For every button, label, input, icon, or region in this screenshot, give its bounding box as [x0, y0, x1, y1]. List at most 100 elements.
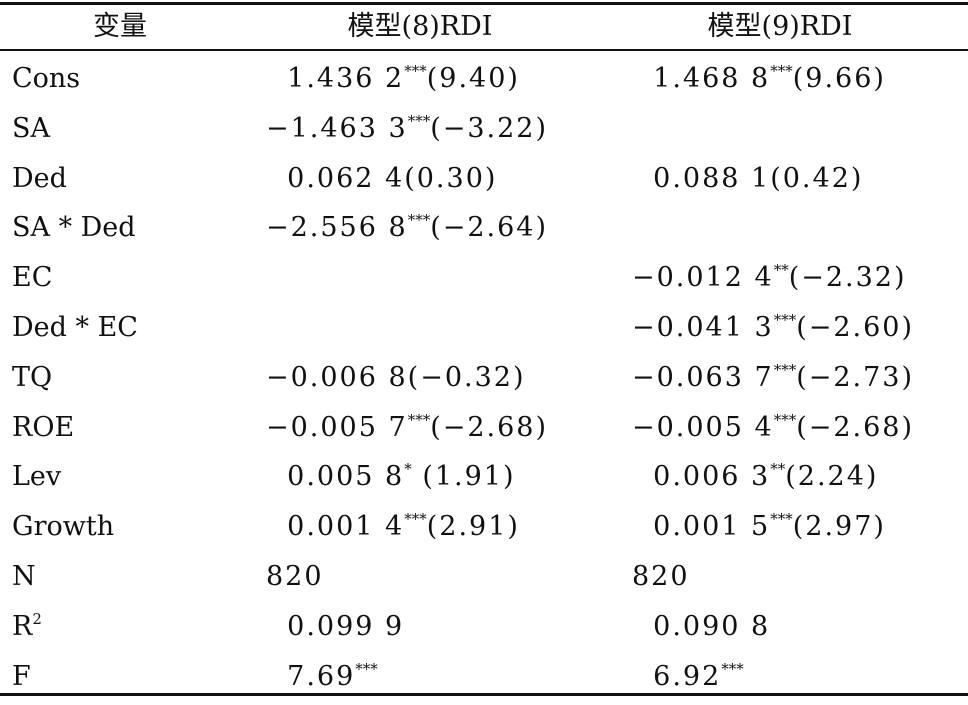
variable-name: EC [12, 262, 53, 294]
coefficient: 1.436 2 [266, 63, 405, 94]
significance-stars: *** [770, 510, 793, 529]
t-statistic: (9.66) [792, 63, 886, 94]
table-row: Cons 1.436 2***(9.40) 1.468 8***(9.66) [0, 54, 968, 104]
coefficient: −0.063 7 [632, 361, 774, 393]
significance-stars: *** [773, 410, 797, 429]
variable-name: SA [12, 112, 50, 144]
t-statistic: (−3.22) [430, 112, 548, 144]
table-row: Growth 0.001 4***(2.91) 0.001 5***(2.97) [0, 502, 968, 552]
header-variable: 变量 [93, 11, 147, 42]
model-8-value: 820 [266, 552, 324, 602]
coefficient: −0.012 4 [632, 262, 774, 294]
coefficient: 7.69 [266, 660, 356, 692]
model-9-value: −0.041 3***(−2.60) [632, 303, 914, 353]
significance-stars: *** [404, 510, 427, 529]
coefficient: −0.005 7 [266, 411, 408, 443]
model-9-value: 6.92*** [632, 652, 744, 702]
coefficient: −0.006 8(−0.32) [266, 361, 526, 393]
t-statistic: (2.91) [426, 511, 520, 543]
row-variable-label: ROE [12, 403, 74, 453]
variable-name: TQ [12, 361, 53, 393]
variable-name: SA * Ded [12, 212, 136, 244]
coefficient: −0.005 4 [632, 411, 774, 443]
t-statistic: (−2.68) [430, 411, 548, 443]
row-variable-label: EC [12, 253, 52, 303]
model-8-value: 0.001 4***(2.91) [266, 502, 520, 552]
row-variable-label: SA * Ded [12, 203, 136, 253]
t-statistic: (−2.73) [796, 361, 914, 393]
coefficient: 6.92 [632, 660, 722, 692]
variable-name: Ded [12, 162, 67, 194]
significance-stars: *** [355, 659, 378, 678]
model-9-value: 0.001 5***(2.97) [632, 502, 886, 552]
table-row: SA −1.463 3***(−3.22) [0, 104, 968, 154]
model-8-value: 1.436 2***(9.40) [266, 54, 520, 104]
significance-stars: ** [773, 261, 789, 280]
table-body: Cons 1.436 2***(9.40) 1.468 8***(9.66) SA… [0, 54, 968, 701]
row-variable-label: R2 [12, 602, 42, 652]
variable-name: ROE [12, 411, 75, 443]
coefficient: 0.099 9 [266, 610, 405, 642]
variable-name: Cons [12, 63, 81, 94]
model-9-value: −0.005 4***(−2.68) [632, 403, 914, 453]
row-variable-label: Lev [12, 452, 61, 502]
variable-name: N [12, 560, 36, 592]
table-row: EC −0.012 4**(−2.32) [0, 253, 968, 303]
table-row: Ded * EC −0.041 3***(−2.60) [0, 303, 968, 353]
significance-stars: *** [407, 111, 431, 130]
t-statistic: (−2.32) [788, 262, 907, 294]
table-row: SA * Ded −2.556 8***(−2.64) [0, 203, 968, 253]
coefficient: −2.556 8 [266, 212, 408, 244]
significance-stars: *** [407, 211, 431, 230]
model-8-value: −0.006 8(−0.32) [266, 353, 526, 403]
header-model-8: 模型(8)RDI [347, 11, 493, 42]
significance-stars: *** [773, 310, 797, 329]
model-9-value: −0.012 4**(−2.32) [632, 253, 907, 303]
model-9-value: 820 [632, 552, 690, 602]
table-row: Lev 0.005 8* (1.91) 0.006 3**(2.24) [0, 452, 968, 502]
table-row: TQ −0.006 8(−0.32) −0.063 7***(−2.73) [0, 353, 968, 403]
table-row: R2 0.099 9 0.090 8 [0, 602, 968, 652]
variable-name: F [12, 660, 31, 692]
variable-superscript: 2 [32, 609, 42, 628]
model-8-value: 0.062 4(0.30) [266, 154, 497, 204]
coefficient: 0.001 4 [266, 511, 405, 543]
coefficient: 0.001 5 [632, 511, 771, 543]
variable-name: Lev [12, 461, 62, 493]
significance-stars: *** [407, 410, 431, 429]
row-variable-label: N [12, 552, 36, 602]
coefficient: 1.468 8 [632, 63, 771, 94]
table-row: Ded 0.062 4(0.30) 0.088 1(0.42) [0, 154, 968, 204]
significance-stars: * [404, 460, 412, 479]
header-model-9: 模型(9)RDI [707, 11, 853, 42]
row-variable-label: TQ [12, 353, 52, 403]
model-8-value: 0.005 8* (1.91) [266, 452, 516, 502]
coefficient: 820 [266, 560, 324, 592]
coefficient: −0.041 3 [632, 311, 774, 343]
significance-stars: ** [770, 460, 786, 479]
model-8-value: 7.69*** [266, 652, 378, 702]
model-8-value: −1.463 3***(−3.22) [266, 104, 548, 154]
model-9-value: 0.088 1(0.42) [632, 154, 863, 204]
table-row: F 7.69*** 6.92*** [0, 652, 968, 702]
row-variable-label: F [12, 652, 31, 702]
model-9-value: −0.063 7***(−2.73) [632, 353, 914, 403]
model-9-value: 0.006 3**(2.24) [632, 452, 878, 502]
significance-stars: *** [721, 659, 744, 678]
t-statistic: (−2.60) [796, 311, 914, 343]
coefficient: 0.090 8 [632, 610, 771, 642]
table-header-row: 变量 模型(8)RDI 模型(9)RDI [0, 5, 968, 51]
coefficient: 0.006 3 [632, 461, 771, 493]
model-8-value: 0.099 9 [266, 602, 404, 652]
table-row: ROE −0.005 7***(−2.68) −0.005 4***(−2.68) [0, 403, 968, 453]
coefficient: −1.463 3 [266, 112, 408, 144]
coefficient: 0.005 8 [266, 461, 405, 493]
model-8-value: −0.005 7***(−2.68) [266, 403, 548, 453]
t-statistic: (9.40) [426, 63, 520, 94]
row-variable-label: Cons [12, 54, 80, 104]
row-variable-label: Growth [12, 502, 114, 552]
row-variable-label: Ded [12, 154, 67, 204]
variable-name: Ded * EC [12, 311, 138, 343]
t-statistic: (1.91) [411, 461, 516, 493]
